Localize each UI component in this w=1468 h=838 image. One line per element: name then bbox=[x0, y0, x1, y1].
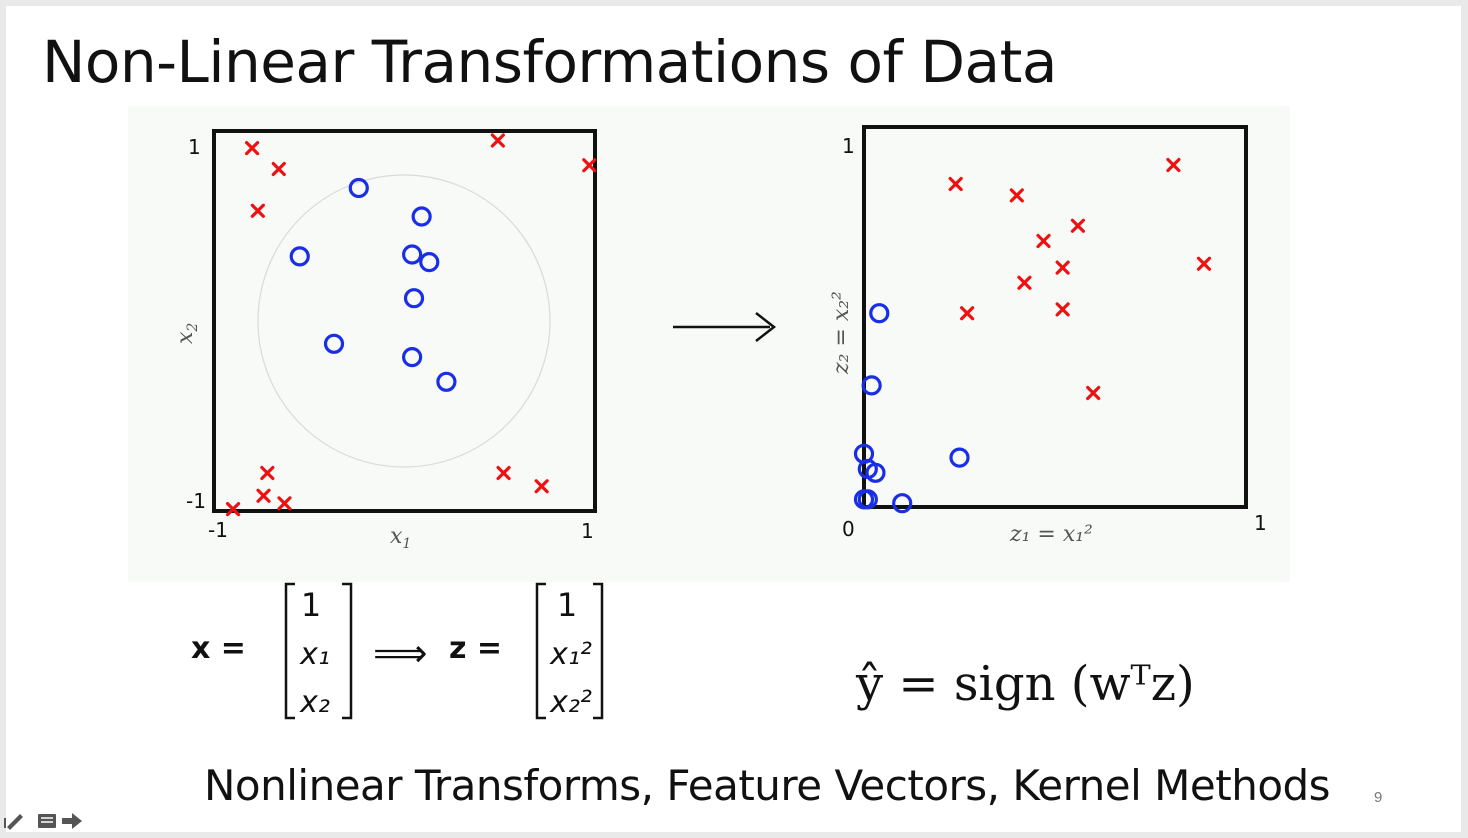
figure-panel bbox=[128, 106, 1290, 582]
left-x-min-label: -1 bbox=[208, 518, 228, 542]
left-negative-point-8 bbox=[436, 371, 457, 392]
menu-icon[interactable] bbox=[38, 814, 56, 828]
left-positive-point-4 bbox=[582, 158, 597, 173]
feature-map-formula: x = 1 x₁ x₂ ⟹ z = 1 x₁² x₂² bbox=[191, 582, 604, 720]
left-positive-point-10 bbox=[534, 479, 549, 494]
left-positive-point-1 bbox=[271, 161, 286, 177]
pen-icon[interactable] bbox=[4, 810, 26, 830]
left-plot-frame bbox=[212, 129, 597, 513]
left-negative-point-0 bbox=[348, 177, 369, 199]
right-positive-point-1 bbox=[1009, 188, 1024, 203]
left-positive-point-9 bbox=[496, 465, 511, 481]
right-positive-point-0 bbox=[948, 176, 963, 192]
slide: Non-Linear Transformations of Data 1 -1 … bbox=[6, 6, 1461, 832]
z-vector-entry-2: x₁² bbox=[549, 637, 592, 672]
left-x-axis-main: x bbox=[390, 524, 403, 549]
slideshow-toolbar bbox=[4, 810, 82, 830]
right-positive-point-2 bbox=[1070, 218, 1086, 233]
z-vector-left-bracket bbox=[535, 582, 546, 720]
right-positive-point-10 bbox=[1196, 256, 1212, 271]
left-negative-point-7 bbox=[402, 347, 423, 368]
right-positive-point-6 bbox=[1017, 275, 1032, 290]
left-negative-point-6 bbox=[323, 333, 345, 354]
left-plot-marks bbox=[225, 133, 597, 517]
x-vector-entry-2: x₁ bbox=[299, 637, 330, 672]
left-positive-point-0 bbox=[245, 141, 260, 156]
right-negative-point-4 bbox=[865, 462, 886, 483]
right-positive-point-7 bbox=[960, 306, 975, 321]
left-positive-point-5 bbox=[260, 465, 275, 481]
left-positive-point-7 bbox=[277, 496, 292, 511]
page-number: 9 bbox=[1374, 789, 1383, 806]
right-positive-point-4 bbox=[1036, 233, 1051, 249]
slide-title: Non-Linear Transformations of Data bbox=[42, 28, 1057, 96]
right-y-axis-label: z₂ = x₂² bbox=[829, 291, 854, 375]
left-negative-point-3 bbox=[402, 244, 423, 265]
z-vector-lhs: z = bbox=[449, 631, 502, 666]
right-x-max-label: 1 bbox=[1254, 511, 1267, 535]
left-x-max-label: 1 bbox=[581, 519, 594, 543]
left-positive-point-6 bbox=[256, 488, 271, 503]
left-y-max-label: 1 bbox=[188, 135, 201, 159]
left-x-axis-label: x1 bbox=[390, 524, 411, 552]
x-vector-right-bracket bbox=[342, 582, 353, 720]
right-negative-point-1 bbox=[861, 375, 882, 396]
right-plot-frame bbox=[862, 125, 1248, 509]
right-x-axis-label: z₁ = x₁² bbox=[1009, 522, 1093, 547]
left-negative-point-5 bbox=[403, 288, 425, 309]
x-vector-entry-1: 1 bbox=[301, 586, 321, 624]
left-positive-point-2 bbox=[250, 203, 265, 218]
left-y-min-label: -1 bbox=[186, 489, 206, 513]
left-y-axis-label: x2 bbox=[173, 323, 201, 344]
left-positive-point-3 bbox=[490, 133, 505, 148]
z-vector-entry-3: x₂² bbox=[549, 685, 592, 720]
left-y-axis-sub: 2 bbox=[185, 323, 201, 333]
right-negative-point-8 bbox=[892, 493, 913, 514]
left-negative-point-4 bbox=[419, 252, 440, 273]
x-vector-lhs: x = bbox=[191, 631, 246, 666]
right-negative-point-0 bbox=[869, 303, 890, 324]
right-negative-point-5 bbox=[949, 447, 970, 468]
right-positive-point-5 bbox=[1055, 260, 1070, 275]
scatter-figure: 1 -1 -1 1 x1 x2 1 0 1 z₁ = x₁² z₂ = x₂² bbox=[173, 125, 1267, 552]
right-negative-point-7 bbox=[857, 489, 878, 510]
right-positive-point-3 bbox=[1166, 157, 1181, 173]
right-plot-marks bbox=[853, 157, 1212, 514]
implies-arrow: ⟹ bbox=[373, 631, 427, 675]
next-slide-icon[interactable] bbox=[62, 813, 82, 829]
right-y-max-label: 1 bbox=[842, 134, 855, 158]
left-x-axis-sub: 1 bbox=[402, 536, 411, 552]
left-negative-point-1 bbox=[411, 206, 432, 227]
right-origin-label: 0 bbox=[842, 517, 855, 541]
z-vector-right-bracket bbox=[593, 582, 604, 720]
transform-arrow bbox=[673, 312, 777, 342]
right-positive-point-9 bbox=[1086, 385, 1101, 401]
left-negative-point-2 bbox=[289, 246, 310, 267]
right-positive-point-8 bbox=[1055, 302, 1070, 317]
x-vector-entry-3: x₂ bbox=[299, 685, 330, 720]
left-y-axis-main: x bbox=[173, 331, 198, 344]
prediction-formula: ŷ = sign (wᵀz) bbox=[856, 656, 1195, 712]
z-vector-entry-1: 1 bbox=[557, 586, 577, 624]
slide-footer: Nonlinear Transforms, Feature Vectors, K… bbox=[204, 761, 1331, 810]
left-positive-point-8 bbox=[225, 502, 241, 517]
x-vector-left-bracket bbox=[284, 582, 295, 720]
decision-circle bbox=[257, 174, 551, 468]
